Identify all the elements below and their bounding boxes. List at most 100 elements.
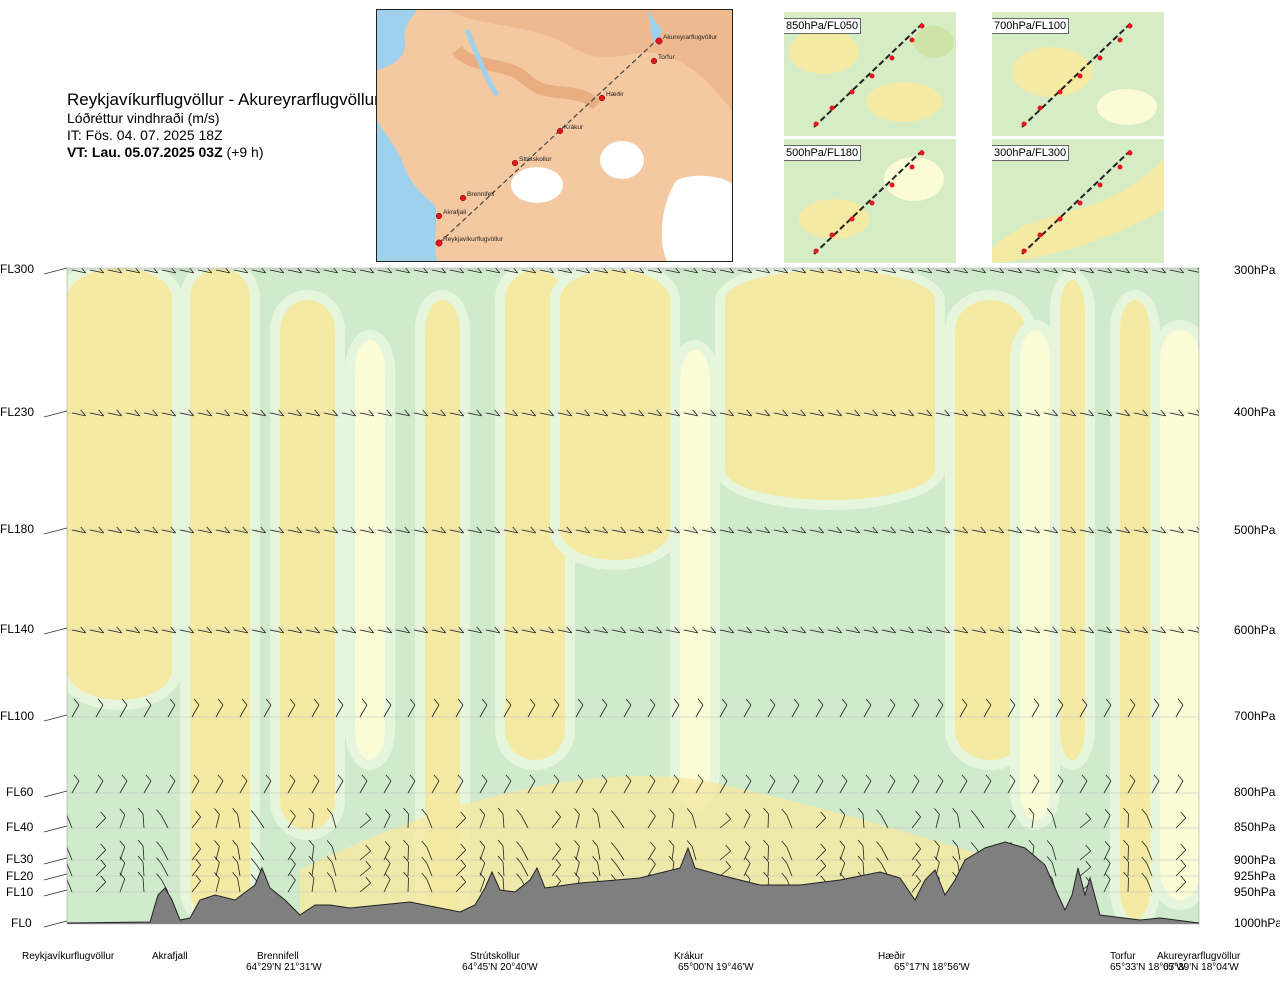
wind-barb [743,815,751,829]
wind-barb [743,780,752,794]
wind-barb-feather [1161,268,1167,274]
wind-barb [1079,529,1094,534]
wind-barb [845,269,860,274]
wind-barb [845,629,860,634]
wind-barb [917,412,932,417]
wind-barb [671,704,680,718]
wind-barb-feather [206,526,213,534]
wind-barb-feather [674,409,681,417]
wind-barb-feather [243,268,249,274]
thumbnail-300hpa[interactable]: 300hPa/FL300 [992,139,1164,263]
wind-barb [629,529,644,534]
wind-barb-feather [193,774,200,782]
wind-barb [377,529,392,534]
wind-barb [719,780,728,794]
wind-barb [953,629,968,634]
wind-barb [125,269,140,274]
wind-barb [331,846,337,861]
wind-barb [647,815,656,829]
wind-barb-feather [497,807,504,815]
wind-barb [426,862,433,877]
wind-barb [107,412,122,417]
wind-barb [575,862,580,877]
wind-barb [142,862,145,877]
wind-barb [815,704,824,718]
wind-barb [395,412,410,417]
thumbnail-route [1021,148,1133,255]
wind-barb [1146,814,1153,829]
thumbnail-route-marker [813,248,819,254]
wind-barb-feather [152,409,159,417]
thumbnail-700hpa[interactable]: 700hPa/FL100 [992,12,1164,136]
wind-barb-feather [290,857,296,865]
wind-barb-feather [326,808,333,815]
wind-barb-feather [854,409,861,417]
wind-barb-feather [1104,857,1111,864]
wind-barb [683,269,698,274]
wind-barb-feather [422,409,429,417]
issue-time: IT: Fös. 04. 07. 2025 18Z [67,127,223,143]
thumbnail-route-marker [1077,73,1083,79]
thumbnail-500hpa[interactable]: 500hPa/FL180 [784,139,956,263]
wind-barb-feather [137,839,144,847]
wind-barb [665,529,680,534]
wind-barb-feather [980,626,987,634]
wind-barb-feather [206,409,213,417]
wind-barb [503,529,518,534]
wind-barb-feather [793,698,800,706]
wind-barb [1133,629,1148,634]
wind-barb-feather [944,626,951,634]
waypoint-label: Torfur 65°33'N 18°07'W [1110,951,1186,973]
wind-barb [197,269,212,274]
wind-barb [167,780,176,794]
wind-barb [599,780,608,794]
wind-barb [1187,269,1199,273]
wind-barb [881,879,889,893]
wind-barb [953,412,968,417]
wind-barb-feather [744,841,751,848]
wind-barb [615,864,625,877]
level-tick [43,627,68,635]
route-marker-label: Krákur [564,124,584,131]
fjord-eyjafjordur [647,10,662,45]
wind-barb-feather [610,842,617,849]
wind-barb-feather [839,840,846,848]
wind-barb [431,529,446,534]
wind-barb-feather [119,872,126,880]
wind-barb-feather [97,774,104,782]
wind-barb-feather [781,856,788,864]
wind-barb [467,529,482,534]
wind-barb-feather [781,808,788,816]
waypoint-label: Strútskollur 64°45'N 20°40'W [462,951,538,973]
wind-barb [786,846,793,861]
wind-barb-feather [998,626,1005,634]
wind-barb-feather [857,807,864,815]
wind-barb [737,412,752,417]
wind-barb-feather [207,268,213,274]
wind-barb-feather [601,698,608,706]
wind-barb [983,780,992,794]
wind-barb-feather [290,809,296,817]
wind-barb [1146,862,1153,877]
low-level-band [300,776,1000,920]
wind-barb [215,412,230,417]
wind-barb-feather [250,842,257,849]
wind-barb [989,629,1004,634]
thumbnail-850hpa[interactable]: 850hPa/FL050 [784,12,956,136]
wind-barb-feather [926,526,933,534]
wind-barb [975,864,985,877]
wind-barb-feather [516,857,522,864]
wind-barb [665,629,680,634]
route-marker-label: Torfur [658,54,675,61]
wind-barb-feather [1010,857,1016,865]
wind-barb [773,529,788,534]
wind-barb-feather [865,774,872,782]
wind-barb [862,846,865,861]
wind-barb-feather [422,626,429,634]
wind-barb [935,780,944,794]
wind-barb-feather [1010,873,1016,881]
wind-barb [1169,529,1184,534]
wind-barb-feather [326,872,333,879]
wind-barb [331,814,337,829]
wind-barb-feather [497,855,504,863]
